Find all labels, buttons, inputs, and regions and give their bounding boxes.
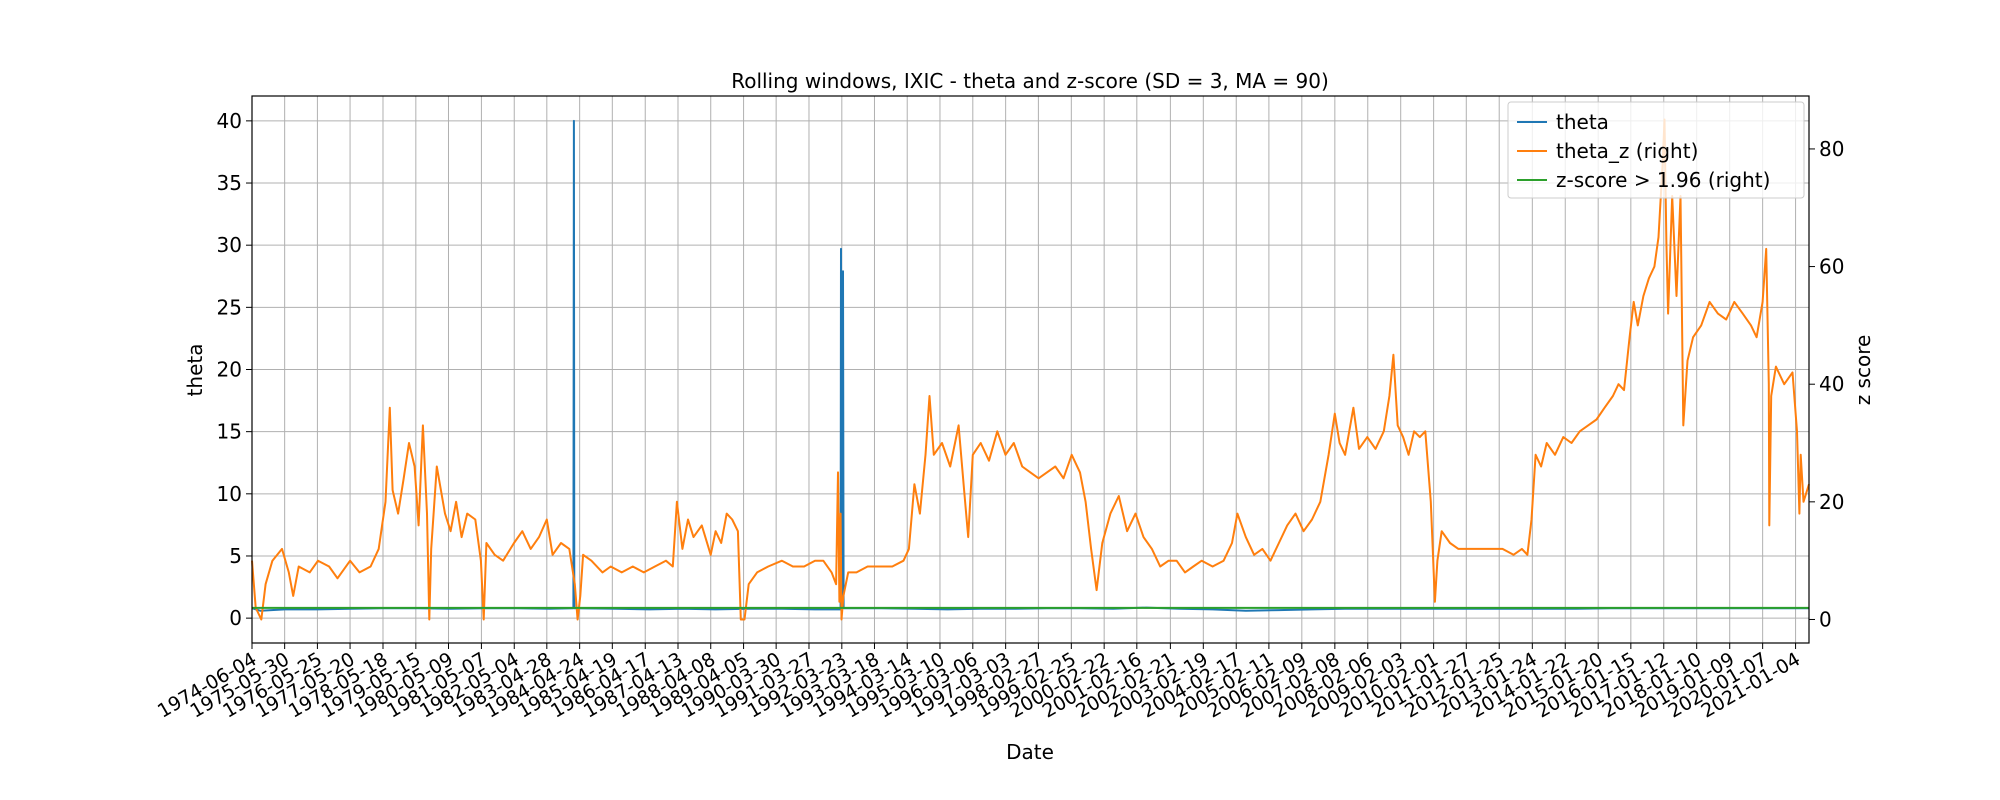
y-tick-label: 15 xyxy=(217,420,242,444)
y-tick-label: 20 xyxy=(217,358,242,382)
y-tick-label: 5 xyxy=(229,544,242,568)
chart-title: Rolling windows, IXIC - theta and z-scor… xyxy=(731,69,1329,93)
y-tick-label: 0 xyxy=(229,606,242,630)
y-axis-left: 0 5 10 15 20 25 30 35 40 xyxy=(217,109,252,630)
y2-tick-label: 40 xyxy=(1819,372,1844,396)
y2-axis-label: z score xyxy=(1851,335,1875,406)
y-axis-right: 0 20 40 60 80 xyxy=(1809,137,1844,631)
y2-tick-label: 80 xyxy=(1819,137,1844,161)
plot-area xyxy=(251,118,1810,621)
y-tick-label: 25 xyxy=(217,295,242,319)
legend-box xyxy=(1507,101,1805,199)
legend-label-theta-z: theta_z (right) xyxy=(1556,139,1698,163)
y2-tick-label: 0 xyxy=(1819,607,1832,631)
x-axis-label: Date xyxy=(1006,740,1054,764)
y-tick-label: 40 xyxy=(217,109,242,133)
y-tick-label: 10 xyxy=(217,482,242,506)
grid xyxy=(251,96,1809,643)
y-tick-label: 30 xyxy=(217,233,242,257)
legend: theta theta_z (right) z-score > 1.96 (ri… xyxy=(1507,101,1805,199)
y2-tick-label: 20 xyxy=(1819,490,1844,514)
y2-tick-label: 60 xyxy=(1819,255,1844,279)
series-theta-z-line xyxy=(251,118,1810,621)
y-tick-label: 35 xyxy=(217,171,242,195)
x-axis: 1974-06-041975-05-301976-05-251977-05-20… xyxy=(154,643,1804,723)
legend-label-theta: theta xyxy=(1556,110,1609,134)
legend-label-zscore-threshold: z-score > 1.96 (right) xyxy=(1556,168,1770,192)
y-axis-label: theta xyxy=(183,344,207,397)
